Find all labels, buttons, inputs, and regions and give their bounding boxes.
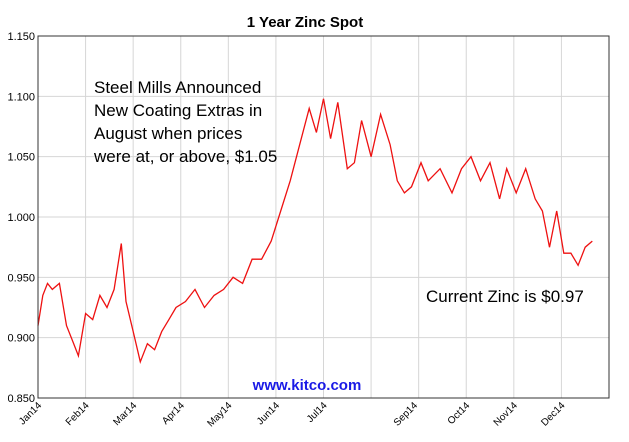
y-tick-label: 1.000 (7, 212, 35, 224)
current-price-annotation: Current Zinc is $0.97 (426, 287, 584, 306)
x-tick-label: Nov14 (492, 400, 521, 429)
plot-frame (37, 35, 610, 399)
grid (37, 35, 609, 399)
x-axis: Jan14 Feb14 Mar14 Apr14 May14 Jun14 Jul14 Sep14… (17, 400, 568, 429)
annotation-line-3: August when prices (94, 124, 242, 143)
x-tick-label: Feb14 (64, 400, 92, 428)
annotation-line-4: were at, or above, $1.05 (93, 147, 277, 166)
x-tick-label: Jul14 (305, 400, 330, 425)
annotation-line-2: New Coating Extras in (94, 101, 262, 120)
y-tick-label: 1.100 (7, 91, 35, 103)
y-tick-label: 1.150 (7, 31, 35, 43)
x-tick-label: Sep14 (392, 400, 421, 429)
y-axis: 0.850 0.900 0.950 1.000 1.050 1.100 1.150 (7, 31, 35, 405)
y-tick-label: 0.950 (7, 272, 35, 284)
x-tick-label: Dec14 (539, 400, 568, 429)
chart-title: 1 Year Zinc Spot (247, 14, 363, 31)
y-tick-label: 0.850 (7, 393, 35, 405)
zinc-price-line (37, 98, 593, 364)
x-tick-label: Apr14 (160, 400, 187, 427)
annotation-line-1: Steel Mills Announced (94, 78, 261, 97)
x-tick-label: Mar14 (111, 400, 139, 428)
y-tick-label: 0.900 (7, 333, 35, 345)
y-tick-label: 1.050 (7, 152, 35, 164)
x-tick-label: Jun14 (255, 400, 282, 427)
source-label: www.kitco.com (252, 377, 362, 394)
x-tick-label: May14 (205, 400, 234, 429)
x-tick-label: Oct14 (446, 400, 473, 427)
